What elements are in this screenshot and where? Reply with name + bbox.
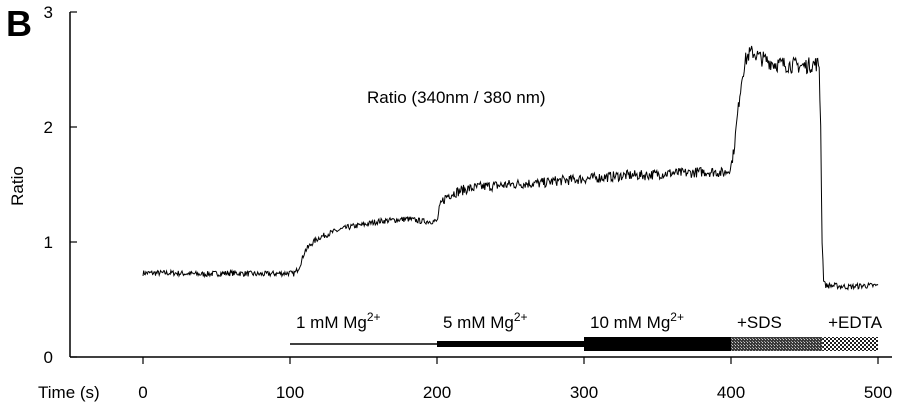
treatment-bar [731,337,823,351]
treatment-label: +EDTA [828,313,883,332]
treatment-label: 5 mM Mg2+ [443,310,528,332]
y-tick-label: 0 [44,348,53,367]
chart-title: Ratio (340nm / 380 nm) [367,88,546,107]
x-tick-label: 100 [276,383,304,402]
treatment-annotations: 1 mM Mg2+ 5 mM Mg2+ 10 mM Mg2+ +SDS +EDTA [290,310,883,351]
treatment-bar [822,337,878,351]
treatment-label: 1 mM Mg2+ [296,310,381,332]
ratio-trace-line [142,45,879,291]
y-tick-label: 2 [44,118,53,137]
x-axis-label: Time (s) [38,383,100,402]
treatment-label: 10 mM Mg2+ [590,310,684,332]
treatment-bar [290,343,437,345]
y-axis-label: Ratio [8,166,27,206]
panel-label: B [6,3,32,44]
treatment-bar [584,337,731,351]
y-tick-label: 3 [44,3,53,22]
y-axis-ticks: 0 1 2 3 [44,3,77,367]
x-tick-label: 500 [864,383,892,402]
x-axis-ticks: 0 100 200 300 400 500 [138,357,892,402]
series-group [142,45,879,291]
x-tick-label: 200 [423,383,451,402]
x-tick-label: 0 [138,383,147,402]
x-tick-label: 400 [717,383,745,402]
x-tick-label: 300 [570,383,598,402]
treatment-bar [437,341,584,347]
treatment-label: +SDS [737,313,782,332]
y-tick-label: 1 [44,233,53,252]
